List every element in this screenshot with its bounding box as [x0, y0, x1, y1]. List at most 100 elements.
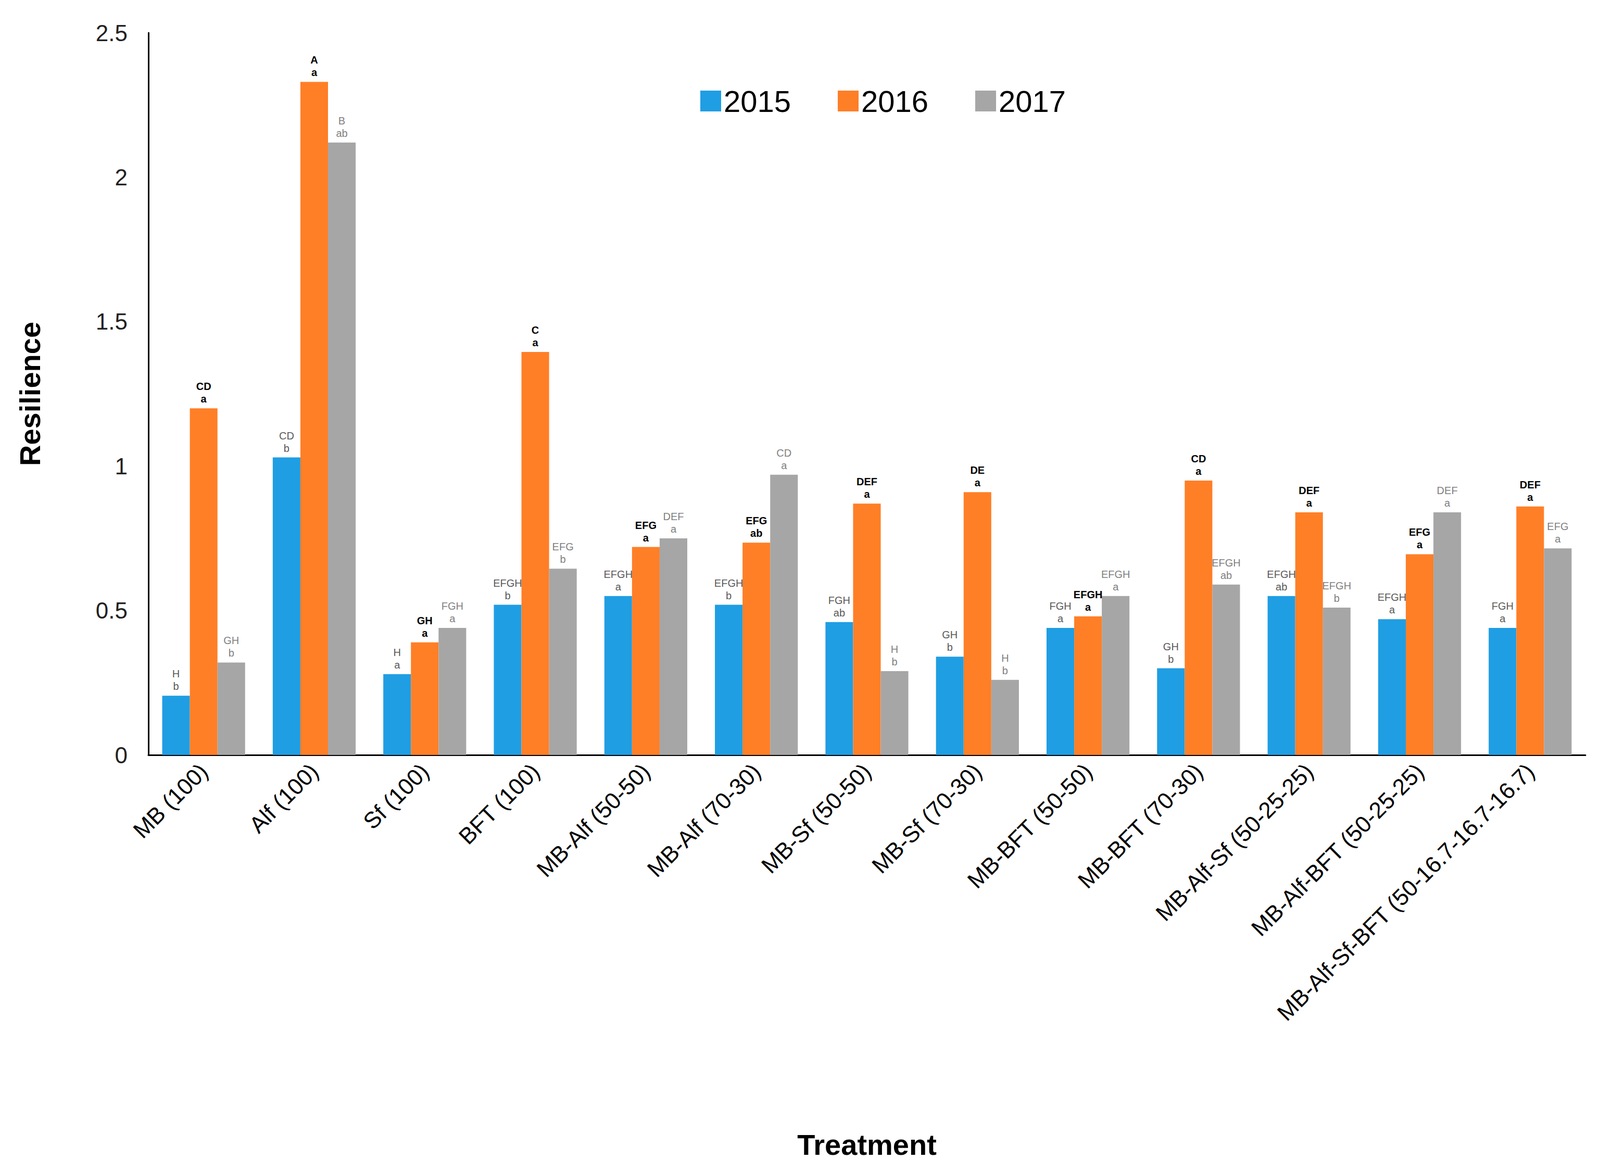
svg-text:CD: CD	[1190, 452, 1206, 465]
svg-text:a: a	[1444, 497, 1451, 509]
svg-text:FGH: FGH	[1049, 600, 1072, 612]
svg-text:a: a	[1195, 465, 1202, 477]
svg-text:a: a	[615, 581, 622, 593]
svg-text:MB-Alf-Sf (50-25-25): MB-Alf-Sf (50-25-25)	[1150, 758, 1319, 926]
svg-text:DEF: DEF	[662, 510, 684, 523]
svg-text:FGH: FGH	[1491, 600, 1514, 612]
svg-text:H: H	[1001, 652, 1009, 664]
svg-text:a: a	[1306, 497, 1313, 509]
svg-text:0: 0	[115, 742, 128, 768]
svg-text:a: a	[421, 627, 428, 639]
svg-text:ab: ab	[1275, 581, 1288, 593]
svg-text:EFGH: EFGH	[603, 568, 634, 581]
svg-text:b: b	[1333, 592, 1340, 604]
svg-text:2016: 2016	[861, 84, 929, 119]
svg-text:a: a	[449, 612, 456, 625]
svg-text:2: 2	[115, 164, 128, 191]
svg-text:EFG: EFG	[552, 540, 574, 553]
svg-text:ab: ab	[750, 527, 763, 539]
svg-text:2015: 2015	[723, 84, 791, 119]
svg-text:CD: CD	[196, 380, 212, 393]
svg-text:a: a	[863, 488, 871, 500]
svg-text:ab: ab	[1220, 569, 1232, 582]
svg-text:0.5: 0.5	[95, 597, 128, 624]
svg-text:B: B	[338, 115, 346, 127]
svg-text:b: b	[891, 656, 898, 668]
svg-text:FGH: FGH	[828, 594, 851, 607]
svg-text:b: b	[1167, 653, 1174, 665]
svg-text:b: b	[504, 589, 511, 602]
svg-text:a: a	[311, 66, 318, 79]
svg-text:GH: GH	[1163, 640, 1179, 653]
svg-text:b: b	[283, 442, 290, 455]
svg-text:2.5: 2.5	[95, 20, 128, 46]
svg-text:2017: 2017	[998, 84, 1066, 119]
svg-text:DEF: DEF	[1519, 479, 1541, 491]
svg-text:a: a	[1499, 612, 1506, 625]
svg-text:a: a	[1416, 538, 1423, 551]
svg-text:ab: ab	[833, 607, 846, 619]
svg-text:1: 1	[115, 453, 128, 480]
svg-text:BFT (100): BFT (100)	[453, 758, 545, 850]
svg-text:a: a	[1112, 581, 1119, 593]
svg-text:a: a	[1085, 601, 1092, 613]
svg-text:Sf (100): Sf (100)	[358, 758, 434, 835]
svg-text:b: b	[947, 641, 953, 653]
svg-text:EFG: EFG	[1408, 526, 1431, 538]
svg-text:EFG: EFG	[745, 514, 767, 527]
svg-text:a: a	[200, 393, 208, 405]
svg-text:Alf (100): Alf (100)	[244, 758, 324, 838]
svg-text:H: H	[172, 668, 180, 680]
svg-text:a: a	[780, 459, 788, 472]
svg-text:MB-Sf (50-50): MB-Sf (50-50)	[756, 758, 876, 879]
svg-text:DEF: DEF	[1298, 484, 1320, 497]
svg-text:a: a	[1527, 491, 1534, 503]
svg-text:a: a	[1389, 603, 1396, 616]
svg-text:EFGH: EFGH	[714, 577, 744, 589]
svg-text:EFGH: EFGH	[1266, 568, 1296, 581]
svg-text:GH: GH	[417, 614, 433, 627]
svg-text:GH: GH	[941, 628, 958, 641]
svg-text:MB-Alf-BFT (50-25-25): MB-Alf-BFT (50-25-25)	[1246, 758, 1429, 941]
svg-text:b: b	[228, 647, 235, 659]
svg-text:MB (100): MB (100)	[128, 758, 213, 844]
svg-text:EFG: EFG	[635, 519, 657, 532]
svg-text:EFGH: EFGH	[1073, 588, 1103, 601]
svg-text:C: C	[531, 324, 539, 336]
svg-text:EFGH: EFGH	[1322, 580, 1352, 592]
svg-text:MB-Alf (70-30): MB-Alf (70-30)	[641, 758, 766, 883]
svg-text:a: a	[532, 336, 539, 349]
svg-text:EFGH: EFGH	[1211, 557, 1241, 569]
svg-text:FGH: FGH	[441, 600, 464, 612]
svg-text:b: b	[1002, 664, 1009, 677]
svg-text:H: H	[393, 646, 401, 659]
svg-text:Resilience: Resilience	[13, 321, 47, 466]
svg-text:a: a	[394, 659, 401, 671]
svg-text:1.5: 1.5	[95, 308, 128, 335]
svg-text:EFG: EFG	[1546, 520, 1569, 533]
svg-text:CD: CD	[776, 447, 792, 459]
svg-text:a: a	[974, 476, 981, 489]
svg-text:a: a	[670, 523, 677, 535]
svg-text:DEF: DEF	[856, 475, 878, 488]
svg-text:DE: DE	[969, 464, 985, 476]
svg-text:EFGH: EFGH	[1101, 568, 1131, 581]
svg-text:ab: ab	[335, 127, 348, 140]
svg-text:a: a	[643, 532, 650, 544]
svg-text:MB-Alf (50-50): MB-Alf (50-50)	[531, 758, 655, 883]
svg-text:DEF: DEF	[1437, 484, 1458, 497]
svg-text:a: a	[1554, 533, 1561, 545]
svg-text:a: a	[1057, 612, 1064, 625]
svg-text:A: A	[310, 54, 318, 66]
svg-text:GH: GH	[223, 634, 239, 647]
svg-text:Treatment: Treatment	[797, 1128, 937, 1162]
svg-text:CD: CD	[279, 430, 295, 442]
svg-text:MB-Sf (70-30): MB-Sf (70-30)	[866, 758, 987, 879]
svg-text:b: b	[725, 589, 732, 602]
svg-text:EFGH: EFGH	[493, 577, 523, 589]
svg-text:b: b	[173, 680, 180, 692]
svg-text:MB-Alf-Sf-BFT (50-16.7-16.7-16: MB-Alf-Sf-BFT (50-16.7-16.7-16.7)	[1271, 758, 1540, 1026]
svg-text:b: b	[560, 553, 566, 565]
svg-text:H: H	[890, 643, 899, 655]
svg-text:EFGH: EFGH	[1377, 591, 1407, 603]
